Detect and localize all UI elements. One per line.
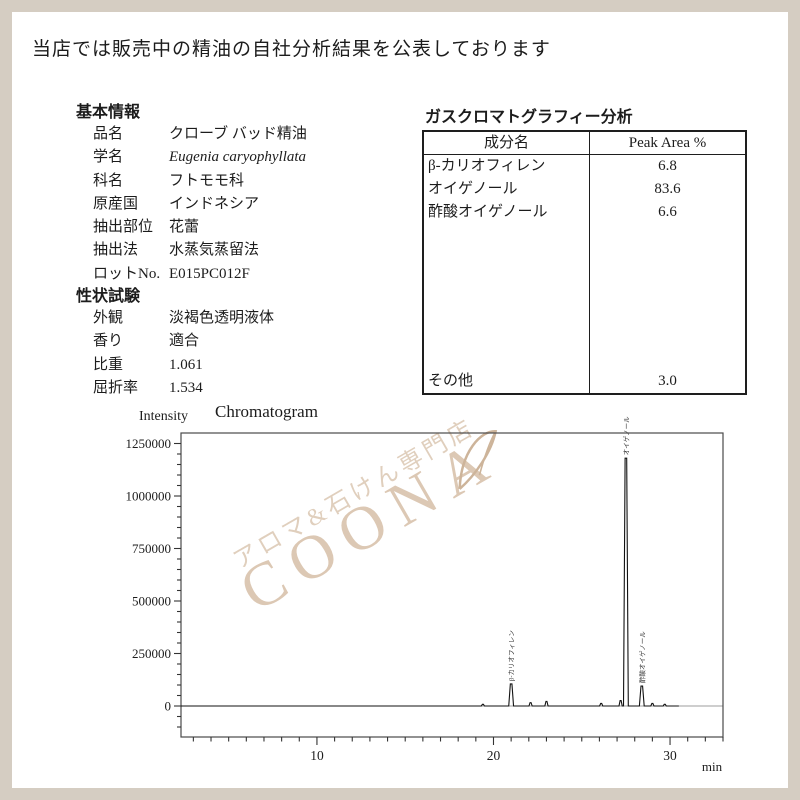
- info-row: 科名 フトモモ科: [93, 170, 416, 193]
- info-value: 1.534: [169, 379, 203, 396]
- info-row: 原産国 インドネシア: [93, 193, 416, 216]
- svg-text:1250000: 1250000: [126, 436, 172, 451]
- svg-text:250000: 250000: [132, 646, 171, 661]
- info-label: 品名: [93, 126, 124, 142]
- info-label: 比重: [93, 356, 124, 373]
- info-label: 抽出法: [93, 242, 139, 259]
- info-value: 淡褐色透明液体: [169, 310, 275, 327]
- gc-analysis-heading: ガスクロマトグラフィー分析: [425, 109, 633, 126]
- gc-table-cell-peak-area: 6.8: [658, 158, 677, 174]
- info-label: 外観: [93, 310, 124, 327]
- gc-table-cell-component: オイゲノール: [428, 181, 518, 197]
- gc-table-cell-other-peak-area: 3.0: [658, 373, 677, 389]
- gc-table-peak-area-column: Peak Area % 6.8 83.6 6.6 3.0: [590, 132, 745, 393]
- info-value: クローブ バッド精油: [169, 126, 307, 142]
- page-title: 当店では販売中の精油の自社分析結果を公表しております: [32, 39, 551, 60]
- gc-table-cell-peak-area: 6.6: [658, 204, 677, 220]
- info-row: 抽出法 水蒸気蒸留法: [93, 239, 416, 262]
- gc-table-cell-peak-area: 83.6: [654, 181, 681, 197]
- info-label: 科名: [93, 172, 124, 189]
- property-test-heading: 性状試験: [76, 288, 141, 306]
- svg-text:30: 30: [663, 748, 677, 763]
- gc-table-cell-component: 酢酸オイゲノール: [428, 204, 548, 220]
- svg-text:酢酸オイゲノール: 酢酸オイゲノール: [637, 631, 646, 683]
- info-value: E015PC012F: [169, 265, 250, 282]
- gc-table-cell-other: その他: [428, 373, 474, 389]
- chart-y-axis-label: Intensity: [139, 409, 188, 424]
- gc-table-component-column: 成分名 β-カリオフィレン オイゲノール 酢酸オイゲノール その他: [424, 132, 590, 393]
- svg-text:10: 10: [310, 748, 324, 763]
- svg-text:20: 20: [487, 748, 501, 763]
- info-label: 香り: [93, 333, 124, 350]
- info-value: 1.061: [169, 356, 203, 373]
- info-label: 原産国: [93, 195, 139, 212]
- svg-text:オイゲノール: オイゲノール: [621, 416, 630, 455]
- gc-analysis-section: ガスクロマトグラフィー分析 成分名 β-カリオフィレン オイゲノール 酢酸オイゲ…: [422, 103, 747, 395]
- info-row: 比重 1.061: [93, 354, 416, 377]
- info-value: 水蒸気蒸留法: [169, 242, 260, 259]
- gc-table-header-component: 成分名: [424, 132, 589, 155]
- chart-x-axis-label: min: [701, 759, 723, 774]
- basic-info-section: 基本情報 品名 クローブ バッド精油 学名 Eugenia caryophyllat…: [76, 102, 416, 400]
- gc-analysis-table: 成分名 β-カリオフィレン オイゲノール 酢酸オイゲノール その他 Peak A…: [422, 130, 747, 395]
- info-row: 抽出部位 花蕾: [93, 216, 416, 239]
- gc-table-empty-space: [590, 224, 745, 369]
- gc-table-cell-component: β-カリオフィレン: [428, 158, 546, 174]
- watermark-leaf-icon: [458, 429, 498, 490]
- chart-title: Chromatogram: [215, 402, 318, 421]
- info-value: フトモモ科: [169, 172, 245, 189]
- info-row: 学名 Eugenia caryophyllata: [93, 146, 416, 169]
- info-label: 屈折率: [93, 379, 139, 396]
- info-row: 品名 クローブ バッド精油: [93, 123, 416, 146]
- info-row: ロットNo. E015PC012F: [93, 263, 416, 286]
- info-value: 花蕾: [169, 219, 200, 236]
- info-value-scientific-name: Eugenia caryophyllata: [169, 149, 307, 166]
- svg-text:750000: 750000: [132, 541, 171, 556]
- svg-text:1000000: 1000000: [126, 489, 172, 504]
- info-label: 抽出部位: [93, 219, 154, 236]
- chromatogram-plot: 0 250000 500000 750000 1000000 1250000 10 20 30 β…: [126, 416, 724, 763]
- info-row: 外観 淡褐色透明液体: [93, 307, 416, 330]
- info-value: インドネシア: [169, 195, 260, 212]
- analysis-sheet: 当店では販売中の精油の自社分析結果を公表しております 基本情報 品名 クローブ バ…: [12, 12, 788, 788]
- svg-text:500000: 500000: [132, 594, 171, 609]
- basic-info-heading: 基本情報: [76, 104, 141, 121]
- svg-text:β-カリオフィレン: β-カリオフィレン: [508, 630, 516, 681]
- info-label: ロットNo.: [93, 265, 161, 282]
- svg-text:0: 0: [165, 699, 172, 714]
- gc-table-empty-space: [424, 224, 589, 369]
- info-row: 屈折率 1.534: [93, 377, 416, 400]
- info-label: 学名: [93, 149, 124, 166]
- info-value: 適合: [169, 333, 200, 350]
- info-row: 香り 適合: [93, 330, 416, 353]
- gc-table-header-peak-area: Peak Area %: [590, 132, 745, 155]
